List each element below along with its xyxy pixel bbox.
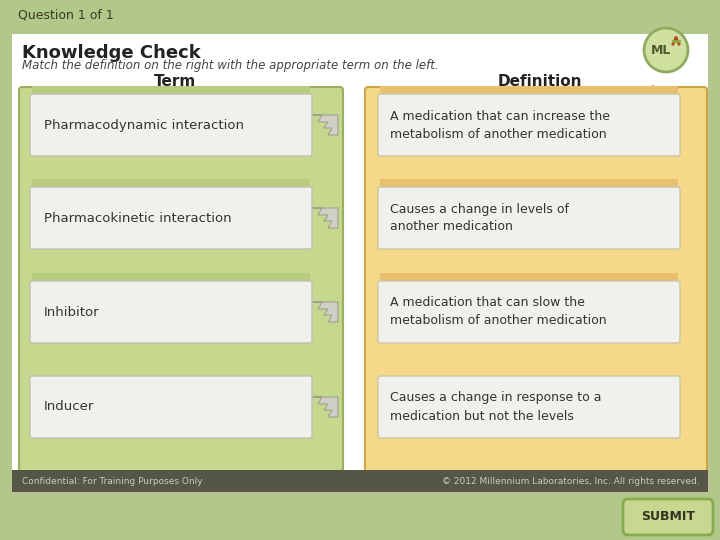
Text: Term: Term [154,74,196,89]
FancyBboxPatch shape [378,187,680,249]
FancyBboxPatch shape [30,187,312,249]
FancyBboxPatch shape [365,87,707,483]
Polygon shape [310,115,338,135]
FancyBboxPatch shape [19,87,343,483]
Text: Question 1 of 1: Question 1 of 1 [18,9,114,22]
Bar [32,179,310,189]
FancyBboxPatch shape [30,376,312,438]
Bar [380,86,678,96]
Bar [32,273,310,283]
Text: Pharmacokinetic interaction: Pharmacokinetic interaction [44,212,232,225]
Bar [380,273,678,283]
Text: A medication that can slow the
metabolism of another medication: A medication that can slow the metabolis… [390,296,607,327]
Polygon shape [310,397,338,417]
Text: Pharmacodynamic interaction: Pharmacodynamic interaction [44,118,244,132]
FancyBboxPatch shape [623,499,713,535]
Wedge shape [633,34,708,109]
Text: Match the definition on the right with the appropriate term on the left.: Match the definition on the right with t… [22,59,438,72]
Text: Causes a change in response to a
medication but not the levels: Causes a change in response to a medicat… [390,392,601,422]
FancyBboxPatch shape [30,94,312,156]
Text: Inducer: Inducer [44,401,94,414]
Wedge shape [608,34,708,134]
Text: Causes a change in levels of
another medication: Causes a change in levels of another med… [390,202,569,233]
FancyBboxPatch shape [378,94,680,156]
FancyBboxPatch shape [378,281,680,343]
Bar [0,0,720,30]
FancyBboxPatch shape [378,376,680,438]
Polygon shape [310,208,338,228]
Bar [32,86,310,96]
FancyBboxPatch shape [30,281,312,343]
Text: Confidential: For Training Purposes Only: Confidential: For Training Purposes Only [22,476,202,485]
Text: Knowledge Check: Knowledge Check [22,44,201,62]
Text: A medication that can increase the
metabolism of another medication: A medication that can increase the metab… [390,110,610,140]
Text: SUBMIT: SUBMIT [641,510,695,523]
Bar [380,179,678,189]
Text: © 2012 Millennium Laboratories, Inc. All rights reserved.: © 2012 Millennium Laboratories, Inc. All… [442,476,700,485]
Text: ML: ML [651,44,671,57]
Bar [12,470,708,492]
Polygon shape [310,302,338,322]
Circle shape [644,28,688,72]
FancyBboxPatch shape [12,34,708,492]
Text: Definition: Definition [498,74,582,89]
Text: Inhibitor: Inhibitor [44,306,99,319]
Bar [12,34,652,492]
